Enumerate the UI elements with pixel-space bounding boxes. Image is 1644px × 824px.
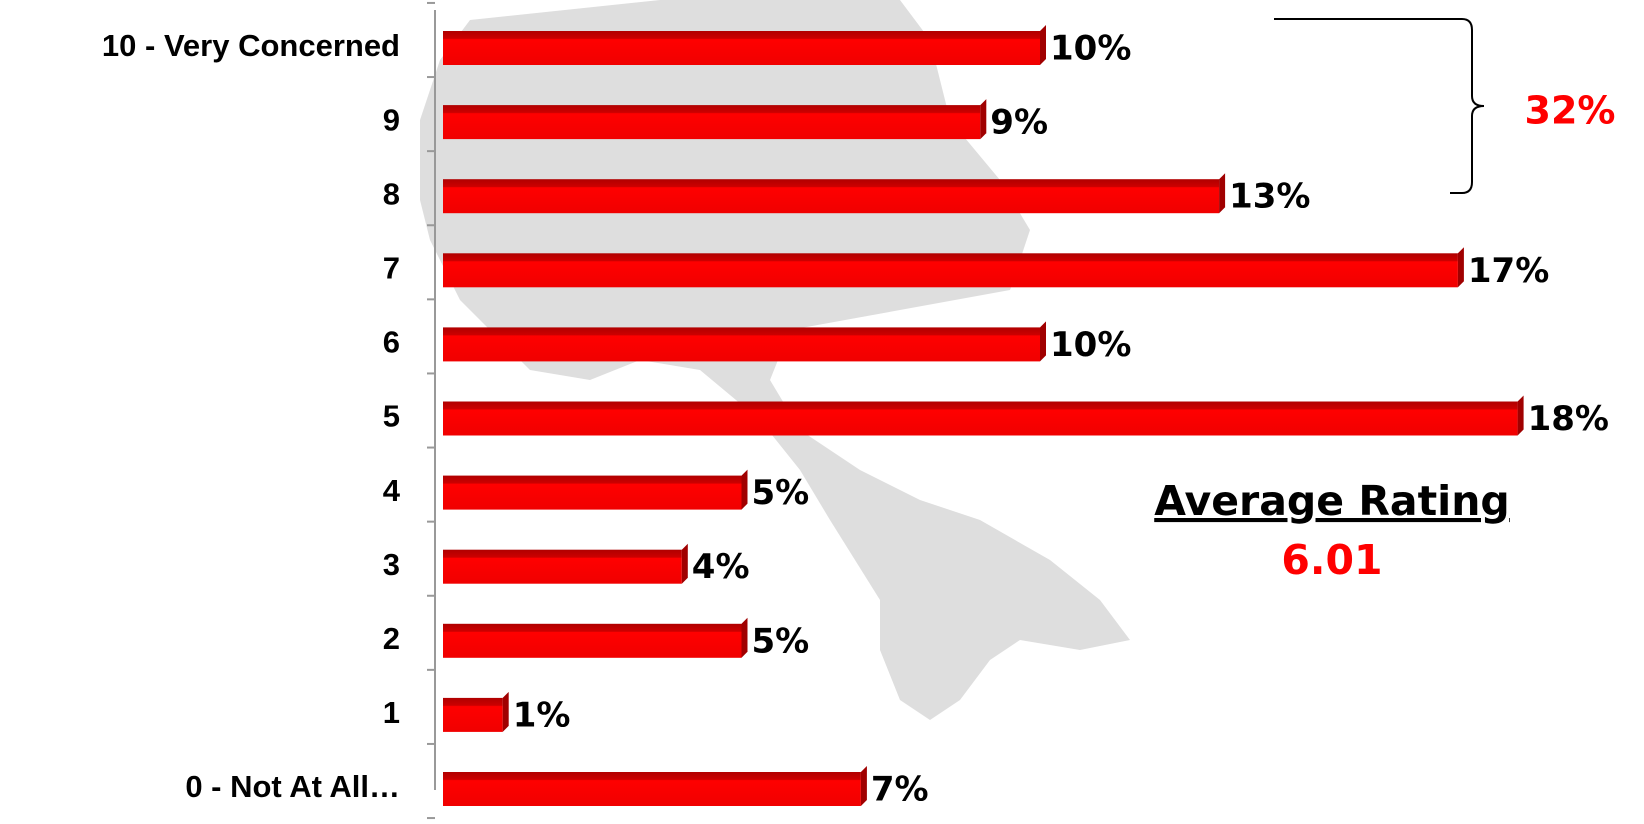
bar-end-shade [1457, 247, 1464, 288]
average-value: 6.01 [1281, 536, 1382, 584]
value-label: 5% [752, 473, 810, 513]
bar-end-shade [502, 691, 509, 732]
category-label: 2 [383, 621, 400, 656]
bar [443, 475, 742, 510]
bracket-label: 32% [1525, 89, 1616, 133]
bar-end-shade [1040, 321, 1046, 362]
category-label: 7 [383, 250, 400, 285]
bar [443, 327, 1040, 362]
value-label: 1% [513, 695, 571, 735]
bar [443, 31, 1040, 65]
bar-end-shade [681, 543, 688, 584]
bar [443, 253, 1458, 288]
category-label: 4 [383, 473, 401, 508]
category-label: 5 [383, 399, 400, 434]
value-label: 13% [1229, 177, 1310, 217]
value-label: 10% [1050, 325, 1131, 365]
category-label: 8 [383, 176, 400, 211]
bar [443, 697, 503, 732]
category-label: 10 - Very Concerned [102, 28, 400, 63]
value-label: 18% [1528, 399, 1609, 439]
bracket [1274, 18, 1485, 194]
bar [443, 401, 1518, 436]
value-label: 10% [1050, 29, 1131, 69]
bar [443, 105, 981, 140]
bar-end-shade [1517, 395, 1524, 436]
value-label: 4% [692, 547, 750, 587]
bar [443, 772, 861, 806]
bar-end-shade [980, 99, 987, 140]
bar-end-shade [1219, 173, 1226, 214]
bar-end-shade [1040, 25, 1046, 65]
average-title: Average Rating [1154, 477, 1510, 525]
category-label: 0 - Not At All… [185, 769, 400, 804]
category-label: 3 [383, 547, 400, 582]
value-label: 17% [1468, 251, 1549, 291]
category-label: 6 [383, 325, 400, 360]
bar-end-shade [741, 617, 748, 658]
bar-end-shade [860, 766, 867, 806]
value-label: 7% [871, 770, 929, 810]
bar [443, 549, 682, 584]
bar-end-shade [741, 469, 748, 510]
category-label: 9 [383, 102, 400, 137]
bar [443, 623, 742, 658]
bar [443, 179, 1220, 214]
category-label: 1 [383, 695, 400, 730]
value-label: 5% [752, 621, 810, 661]
value-label: 9% [990, 103, 1048, 143]
